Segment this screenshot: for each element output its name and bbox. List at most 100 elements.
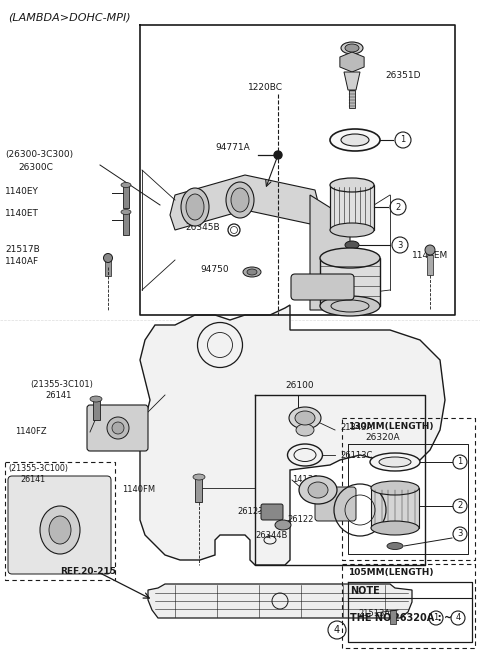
Text: 26141: 26141 bbox=[45, 392, 72, 401]
Circle shape bbox=[274, 151, 282, 159]
Ellipse shape bbox=[104, 254, 112, 263]
Polygon shape bbox=[140, 305, 445, 565]
Polygon shape bbox=[148, 584, 412, 618]
Text: 26141: 26141 bbox=[20, 474, 45, 484]
Text: ~: ~ bbox=[444, 613, 452, 623]
Text: 1140FZ: 1140FZ bbox=[15, 428, 47, 436]
FancyBboxPatch shape bbox=[261, 504, 283, 520]
Ellipse shape bbox=[341, 134, 369, 146]
Text: 94750: 94750 bbox=[200, 265, 228, 275]
Ellipse shape bbox=[320, 248, 380, 268]
Polygon shape bbox=[170, 175, 320, 230]
Text: 26345B: 26345B bbox=[185, 223, 220, 233]
Polygon shape bbox=[340, 52, 364, 72]
Text: REF.20-215: REF.20-215 bbox=[60, 568, 116, 576]
Ellipse shape bbox=[296, 424, 314, 436]
Text: 3: 3 bbox=[457, 530, 463, 539]
Ellipse shape bbox=[330, 129, 380, 151]
Ellipse shape bbox=[345, 44, 359, 52]
Ellipse shape bbox=[49, 516, 71, 544]
Ellipse shape bbox=[425, 245, 435, 255]
Text: (21355-3C101): (21355-3C101) bbox=[30, 380, 93, 390]
Text: 1: 1 bbox=[400, 135, 406, 145]
Bar bbox=[123, 213, 129, 235]
Ellipse shape bbox=[320, 296, 380, 316]
Text: 21343A: 21343A bbox=[340, 424, 372, 432]
Polygon shape bbox=[310, 195, 350, 310]
Text: 26113C: 26113C bbox=[340, 451, 372, 459]
Text: 3: 3 bbox=[397, 240, 403, 250]
Text: (21355-3C100): (21355-3C100) bbox=[8, 463, 68, 472]
Ellipse shape bbox=[330, 178, 374, 192]
Text: 2: 2 bbox=[396, 202, 401, 212]
Text: 21517B: 21517B bbox=[5, 246, 40, 254]
Text: 1220BC: 1220BC bbox=[248, 83, 283, 93]
Ellipse shape bbox=[193, 474, 205, 480]
Text: 1140ET: 1140ET bbox=[5, 208, 39, 217]
Text: 105MM(LENGTH): 105MM(LENGTH) bbox=[348, 568, 433, 576]
Ellipse shape bbox=[370, 453, 420, 471]
Text: 1: 1 bbox=[433, 614, 439, 622]
Text: 130MM(LENGTH): 130MM(LENGTH) bbox=[348, 422, 433, 430]
Text: 26320A :: 26320A : bbox=[393, 613, 442, 623]
Ellipse shape bbox=[387, 543, 403, 549]
Bar bbox=[123, 186, 129, 208]
Ellipse shape bbox=[289, 407, 321, 429]
Ellipse shape bbox=[112, 422, 124, 434]
Bar bbox=[195, 478, 202, 502]
Text: THE NO.: THE NO. bbox=[350, 613, 395, 623]
Ellipse shape bbox=[371, 481, 419, 495]
Ellipse shape bbox=[247, 269, 257, 275]
Text: 26300C: 26300C bbox=[18, 162, 53, 171]
Text: 26100: 26100 bbox=[285, 380, 313, 390]
Ellipse shape bbox=[345, 241, 359, 249]
Ellipse shape bbox=[90, 396, 102, 402]
Bar bbox=[427, 255, 433, 275]
Text: NOTE: NOTE bbox=[350, 586, 380, 596]
Ellipse shape bbox=[308, 482, 328, 498]
Text: 21513A: 21513A bbox=[358, 608, 390, 618]
Ellipse shape bbox=[341, 42, 363, 54]
Ellipse shape bbox=[243, 267, 261, 277]
FancyBboxPatch shape bbox=[87, 405, 148, 451]
Bar bbox=[93, 400, 100, 420]
Ellipse shape bbox=[231, 188, 249, 212]
Bar bbox=[330, 185, 374, 230]
Ellipse shape bbox=[275, 520, 291, 530]
Text: 26123: 26123 bbox=[237, 507, 264, 516]
Ellipse shape bbox=[330, 223, 374, 237]
Text: 26320A: 26320A bbox=[365, 432, 400, 442]
Text: 94771A: 94771A bbox=[215, 143, 250, 152]
Text: 14130: 14130 bbox=[292, 476, 318, 484]
Text: 26343S: 26343S bbox=[325, 273, 359, 283]
Text: 26122: 26122 bbox=[287, 516, 313, 524]
Text: 4: 4 bbox=[334, 625, 340, 635]
Text: 26351D: 26351D bbox=[385, 70, 420, 79]
Ellipse shape bbox=[186, 194, 204, 220]
Text: (LAMBDA>DOHC-MPI): (LAMBDA>DOHC-MPI) bbox=[8, 13, 131, 23]
Bar bbox=[320, 258, 380, 306]
Bar bbox=[390, 610, 396, 624]
Text: 26344B: 26344B bbox=[255, 530, 288, 539]
Ellipse shape bbox=[121, 183, 131, 187]
Text: 1: 1 bbox=[457, 457, 463, 466]
FancyBboxPatch shape bbox=[8, 476, 111, 574]
Ellipse shape bbox=[181, 188, 209, 226]
Bar bbox=[349, 90, 355, 108]
Polygon shape bbox=[344, 72, 360, 90]
Bar bbox=[371, 488, 419, 528]
Text: 4: 4 bbox=[456, 614, 461, 622]
Ellipse shape bbox=[371, 521, 419, 535]
FancyBboxPatch shape bbox=[291, 274, 354, 300]
Text: 2: 2 bbox=[457, 501, 463, 510]
Ellipse shape bbox=[379, 457, 411, 467]
Ellipse shape bbox=[226, 182, 254, 218]
Text: 1140EY: 1140EY bbox=[5, 187, 39, 196]
Text: 1140AF: 1140AF bbox=[5, 256, 39, 265]
Text: (26300-3C300): (26300-3C300) bbox=[5, 150, 73, 160]
Text: 1140EM: 1140EM bbox=[412, 250, 448, 260]
FancyBboxPatch shape bbox=[315, 487, 356, 521]
Ellipse shape bbox=[107, 417, 129, 439]
Ellipse shape bbox=[299, 476, 337, 504]
Bar bbox=[105, 258, 111, 276]
